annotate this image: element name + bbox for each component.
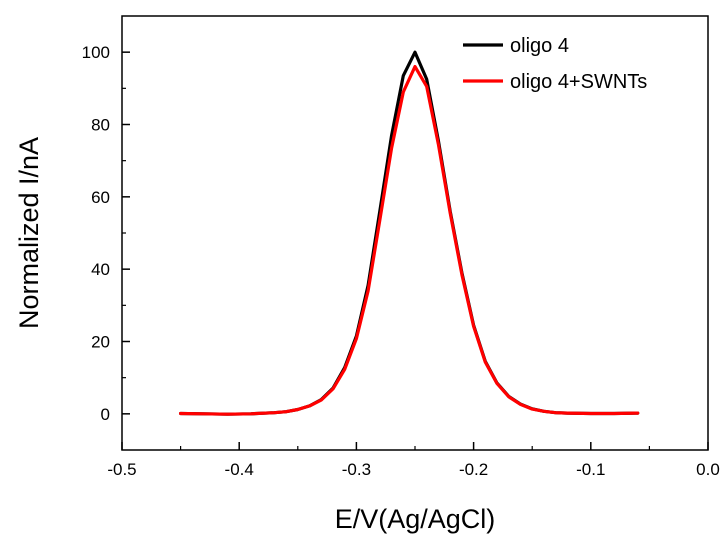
x-axis-ticks: -0.5 -0.4 -0.3 -0.2 -0.1 0.0 bbox=[107, 442, 720, 479]
legend: oligo 4 oligo 4+SWNTs bbox=[463, 35, 647, 93]
y-tick-label: 80 bbox=[91, 116, 110, 135]
x-tick-label: -0.5 bbox=[107, 460, 136, 479]
legend-label: oligo 4 bbox=[510, 35, 569, 57]
y-tick-label: 60 bbox=[91, 188, 110, 207]
x-tick-label: 0.0 bbox=[696, 460, 720, 479]
series-line-oligo-4-swnts bbox=[179, 64, 640, 416]
x-tick-label: -0.2 bbox=[459, 460, 488, 479]
series-layer bbox=[179, 50, 640, 416]
x-tick-label: -0.4 bbox=[225, 460, 254, 479]
x-tick-label: -0.1 bbox=[576, 460, 605, 479]
y-axis-title: Normalized I/nA bbox=[14, 137, 44, 329]
legend-label: oligo 4+SWNTs bbox=[510, 71, 647, 93]
series-line-oligo-4 bbox=[179, 50, 640, 416]
y-axis-ticks: 0 20 40 60 80 100 bbox=[82, 43, 130, 424]
y-tick-label: 40 bbox=[91, 260, 110, 279]
y-tick-label: 20 bbox=[91, 333, 110, 352]
y-tick-label: 0 bbox=[101, 405, 110, 424]
x-tick-label: -0.3 bbox=[342, 460, 371, 479]
y-tick-label: 100 bbox=[82, 43, 110, 62]
x-axis-title: E/V(Ag/AgCl) bbox=[335, 504, 496, 534]
